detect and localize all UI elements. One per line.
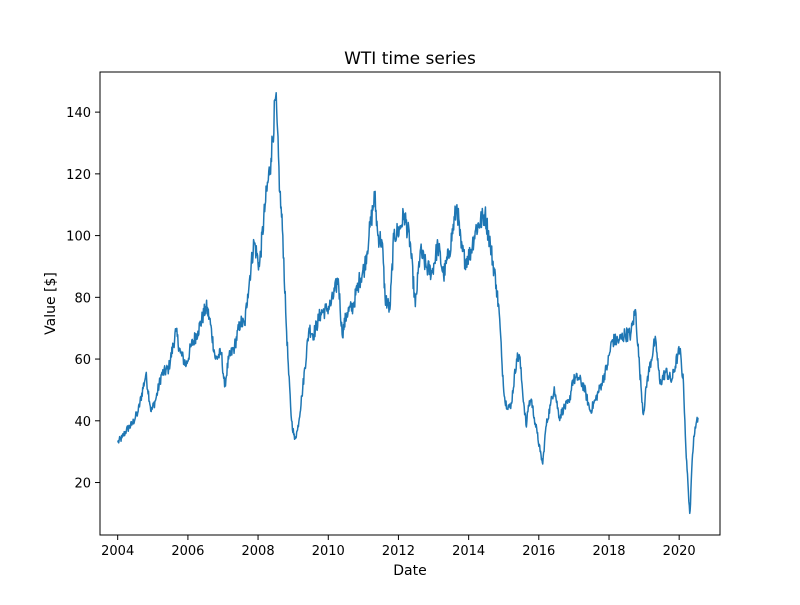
y-tick-label: 100 xyxy=(66,230,91,245)
plot-area xyxy=(99,71,721,536)
x-tick-label: 2016 xyxy=(522,544,555,559)
y-tick-label: 60 xyxy=(74,353,91,368)
chart-title: WTI time series xyxy=(344,49,476,69)
plot-frame xyxy=(99,71,721,536)
y-axis-title: Value [$] xyxy=(43,272,59,335)
series-line-wti xyxy=(117,91,699,515)
y-tick-label: 120 xyxy=(66,168,91,183)
series-layer xyxy=(117,91,699,515)
x-tick-label: 2014 xyxy=(452,544,485,559)
x-tick-label: 2006 xyxy=(171,544,204,559)
x-tick-label: 2004 xyxy=(101,544,134,559)
y-tick-label: 20 xyxy=(74,477,91,492)
y-tick-label: 40 xyxy=(74,415,91,430)
x-tick-label: 2010 xyxy=(312,544,345,559)
x-tick-label: 2018 xyxy=(592,544,625,559)
y-axis: 20 40 60 80 100 120 140 xyxy=(66,106,100,492)
x-tick-label: 2020 xyxy=(663,544,696,559)
y-tick-label: 140 xyxy=(66,106,91,121)
x-tick-label: 2012 xyxy=(382,544,415,559)
y-tick-label: 80 xyxy=(74,291,91,306)
x-tick-label: 2008 xyxy=(242,544,275,559)
x-axis: 2004 2006 2008 2010 2012 2014 2016 2018 2020 xyxy=(101,535,696,559)
x-axis-title: Date xyxy=(393,563,426,579)
